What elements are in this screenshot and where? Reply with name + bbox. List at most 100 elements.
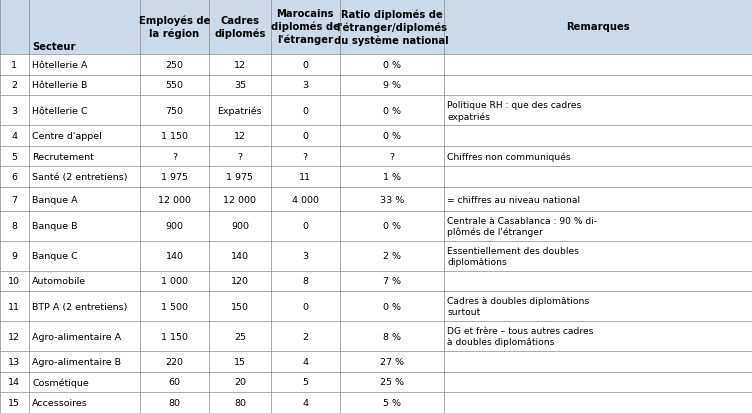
Text: 20: 20 xyxy=(234,377,246,387)
Text: 6: 6 xyxy=(11,173,17,182)
Text: 0 %: 0 % xyxy=(383,107,401,115)
Text: Remarques: Remarques xyxy=(566,22,629,32)
Text: 750: 750 xyxy=(165,107,183,115)
Bar xyxy=(0,76,752,96)
Text: 1 150: 1 150 xyxy=(161,132,188,140)
Text: Cadres
diplomés: Cadres diplomés xyxy=(214,16,265,39)
Text: 25: 25 xyxy=(234,332,246,341)
Text: 11: 11 xyxy=(8,302,20,311)
Text: 14: 14 xyxy=(8,377,20,387)
Bar xyxy=(0,126,752,146)
Bar xyxy=(0,167,752,188)
Text: 5: 5 xyxy=(11,152,17,161)
Text: 12: 12 xyxy=(234,132,246,140)
Text: = chiffres au niveau national: = chiffres au niveau national xyxy=(447,195,581,204)
Text: 0: 0 xyxy=(302,132,308,140)
Text: 0: 0 xyxy=(302,107,308,115)
Text: 12: 12 xyxy=(234,61,246,69)
Text: 1 975: 1 975 xyxy=(161,173,188,182)
Text: 2: 2 xyxy=(302,332,308,341)
Text: 2 %: 2 % xyxy=(383,252,401,261)
Text: 900: 900 xyxy=(231,222,249,231)
Text: 140: 140 xyxy=(231,252,249,261)
Bar xyxy=(0,241,752,271)
Text: 220: 220 xyxy=(165,357,183,366)
Bar xyxy=(0,211,752,241)
Text: 550: 550 xyxy=(165,81,183,90)
Text: 8: 8 xyxy=(302,277,308,286)
Text: Accessoires: Accessoires xyxy=(32,398,88,407)
Text: Banque B: Banque B xyxy=(32,222,78,231)
Text: Santé (2 entretiens): Santé (2 entretiens) xyxy=(32,173,128,182)
Text: Centrale à Casablanca : 90 % di-
plômés de l'étranger: Centrale à Casablanca : 90 % di- plômés … xyxy=(447,216,598,237)
Text: 15: 15 xyxy=(234,357,246,366)
Text: 12: 12 xyxy=(8,332,20,341)
Text: Cosmétique: Cosmétique xyxy=(32,377,89,387)
Text: 8 %: 8 % xyxy=(383,332,401,341)
Text: Politique RH : que des cadres
expatriés: Politique RH : que des cadres expatriés xyxy=(447,100,582,121)
Text: Employés de
la région: Employés de la région xyxy=(139,16,210,39)
Bar xyxy=(0,292,752,321)
Text: DG et frère – tous autres cadres
à doubles diplomâtions: DG et frère – tous autres cadres à doubl… xyxy=(447,326,594,346)
Text: 0 %: 0 % xyxy=(383,61,401,69)
Text: 9: 9 xyxy=(11,252,17,261)
Bar xyxy=(0,271,752,292)
Text: 33 %: 33 % xyxy=(380,195,404,204)
Text: 8: 8 xyxy=(11,222,17,231)
Text: 1: 1 xyxy=(11,61,17,69)
Text: Expatriés: Expatriés xyxy=(217,106,262,116)
Text: 900: 900 xyxy=(165,222,183,231)
Text: 0 %: 0 % xyxy=(383,302,401,311)
Text: 0 %: 0 % xyxy=(383,132,401,140)
Text: 3: 3 xyxy=(302,252,308,261)
Text: 10: 10 xyxy=(8,277,20,286)
Bar xyxy=(0,146,752,167)
Text: Hôtellerie C: Hôtellerie C xyxy=(32,107,88,115)
Bar xyxy=(0,55,752,76)
Bar xyxy=(0,188,752,211)
Bar xyxy=(0,0,752,55)
Text: 150: 150 xyxy=(231,302,249,311)
Text: Banque C: Banque C xyxy=(32,252,78,261)
Text: Agro-alimentaire A: Agro-alimentaire A xyxy=(32,332,122,341)
Text: Secteur: Secteur xyxy=(32,42,76,52)
Bar xyxy=(0,372,752,392)
Text: 4: 4 xyxy=(302,357,308,366)
Text: ?: ? xyxy=(390,152,394,161)
Text: 3: 3 xyxy=(302,81,308,90)
Text: Cadres à doubles diplomâtions
surtout: Cadres à doubles diplomâtions surtout xyxy=(447,297,590,316)
Text: 7: 7 xyxy=(11,195,17,204)
Text: 1 150: 1 150 xyxy=(161,332,188,341)
Text: 12 000: 12 000 xyxy=(223,195,256,204)
Text: BTP A (2 entretiens): BTP A (2 entretiens) xyxy=(32,302,128,311)
Text: 11: 11 xyxy=(299,173,311,182)
Text: 7 %: 7 % xyxy=(383,277,401,286)
Text: ?: ? xyxy=(238,152,242,161)
Text: Ratio diplomés de
l'étranger/diplomés
du système national: Ratio diplomés de l'étranger/diplomés du… xyxy=(335,9,449,45)
Text: 15: 15 xyxy=(8,398,20,407)
Bar xyxy=(0,351,752,372)
Text: 9 %: 9 % xyxy=(383,81,401,90)
Text: 4: 4 xyxy=(302,398,308,407)
Text: Agro-alimentaire B: Agro-alimentaire B xyxy=(32,357,121,366)
Text: 25 %: 25 % xyxy=(380,377,404,387)
Text: 4: 4 xyxy=(11,132,17,140)
Text: 1 975: 1 975 xyxy=(226,173,253,182)
Text: Recrutement: Recrutement xyxy=(32,152,94,161)
Text: 35: 35 xyxy=(234,81,246,90)
Text: 0: 0 xyxy=(302,222,308,231)
Text: 0 %: 0 % xyxy=(383,222,401,231)
Text: 1 %: 1 % xyxy=(383,173,401,182)
Text: 5: 5 xyxy=(302,377,308,387)
Text: 1 000: 1 000 xyxy=(161,277,188,286)
Text: 250: 250 xyxy=(165,61,183,69)
Text: 13: 13 xyxy=(8,357,20,366)
Text: 3: 3 xyxy=(11,107,17,115)
Text: 120: 120 xyxy=(231,277,249,286)
Text: 0: 0 xyxy=(302,61,308,69)
Text: 4 000: 4 000 xyxy=(292,195,319,204)
Text: 2: 2 xyxy=(11,81,17,90)
Text: Automobile: Automobile xyxy=(32,277,86,286)
Text: 0: 0 xyxy=(302,302,308,311)
Bar xyxy=(0,96,752,126)
